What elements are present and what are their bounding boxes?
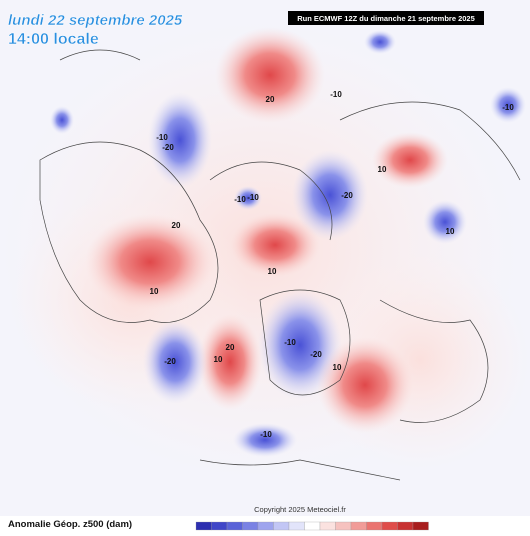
- color-cell: [319, 521, 336, 531]
- anomaly-blob: [233, 423, 297, 457]
- contour-label: -10: [284, 338, 296, 347]
- contour-label: 20: [172, 221, 181, 230]
- anomaly-blob: [148, 92, 212, 188]
- contour-label: 10: [446, 227, 455, 236]
- color-cell: [211, 521, 228, 531]
- contour-label: -10: [234, 195, 246, 204]
- contour-label: 10: [378, 165, 387, 174]
- copyright: Copyright 2025 Meteociel.fr: [254, 505, 346, 514]
- anomaly-blob: [198, 314, 262, 410]
- color-cell: [195, 521, 212, 531]
- color-cell: [350, 521, 367, 531]
- contour-label: -20: [310, 350, 322, 359]
- contour-label: 10: [268, 267, 277, 276]
- contour-label: 20: [266, 95, 275, 104]
- color-cell: [257, 521, 274, 531]
- color-cell: [226, 521, 243, 531]
- anomaly-field: [0, 20, 530, 480]
- color-scale: [195, 521, 429, 531]
- contour-label: -20: [162, 143, 174, 152]
- color-cell: [242, 521, 259, 531]
- contour-label: -10: [156, 133, 168, 142]
- anomaly-blob: [234, 186, 262, 210]
- contour-label: 10: [214, 355, 223, 364]
- anomaly-blob: [364, 30, 396, 54]
- anomaly-blob: [423, 200, 467, 244]
- anomaly-blob: [215, 27, 325, 123]
- color-cell: [304, 521, 321, 531]
- contour-label: 20: [226, 343, 235, 352]
- contour-label: -10: [260, 430, 272, 439]
- color-cell: [335, 521, 352, 531]
- anomaly-blob: [230, 213, 320, 277]
- run-info: Run ECMWF 12Z du dimanche 21 septembre 2…: [297, 14, 475, 23]
- anomaly-blob: [372, 132, 448, 188]
- run-banner: [288, 11, 484, 25]
- coastlines: [39, 49, 521, 481]
- contour-label: 10: [333, 363, 342, 372]
- anomaly-blob: [85, 214, 215, 310]
- time: 14:00 locale: [8, 31, 99, 48]
- contour-label: -10: [330, 90, 342, 99]
- contour-label: -20: [341, 191, 353, 200]
- color-cell: [366, 521, 383, 531]
- color-cell: [381, 521, 398, 531]
- anomaly-blob: [50, 106, 74, 134]
- contour-label: -10: [247, 193, 259, 202]
- anomaly-blob: [143, 320, 207, 404]
- contour-label: -10: [502, 103, 514, 112]
- anomaly-blob: [292, 150, 368, 240]
- date: lundi 22 septembre 2025: [8, 12, 183, 29]
- color-cell: [288, 521, 305, 531]
- color-cell: [397, 521, 414, 531]
- anomaly-blob: [490, 87, 526, 123]
- anomaly-blob: [317, 337, 413, 433]
- contour-label: -20: [164, 357, 176, 366]
- contour-label: 10: [150, 287, 159, 296]
- color-cell: [412, 521, 429, 531]
- legend-title: Anomalie Géop. z500 (dam): [8, 519, 132, 530]
- color-cell: [273, 521, 290, 531]
